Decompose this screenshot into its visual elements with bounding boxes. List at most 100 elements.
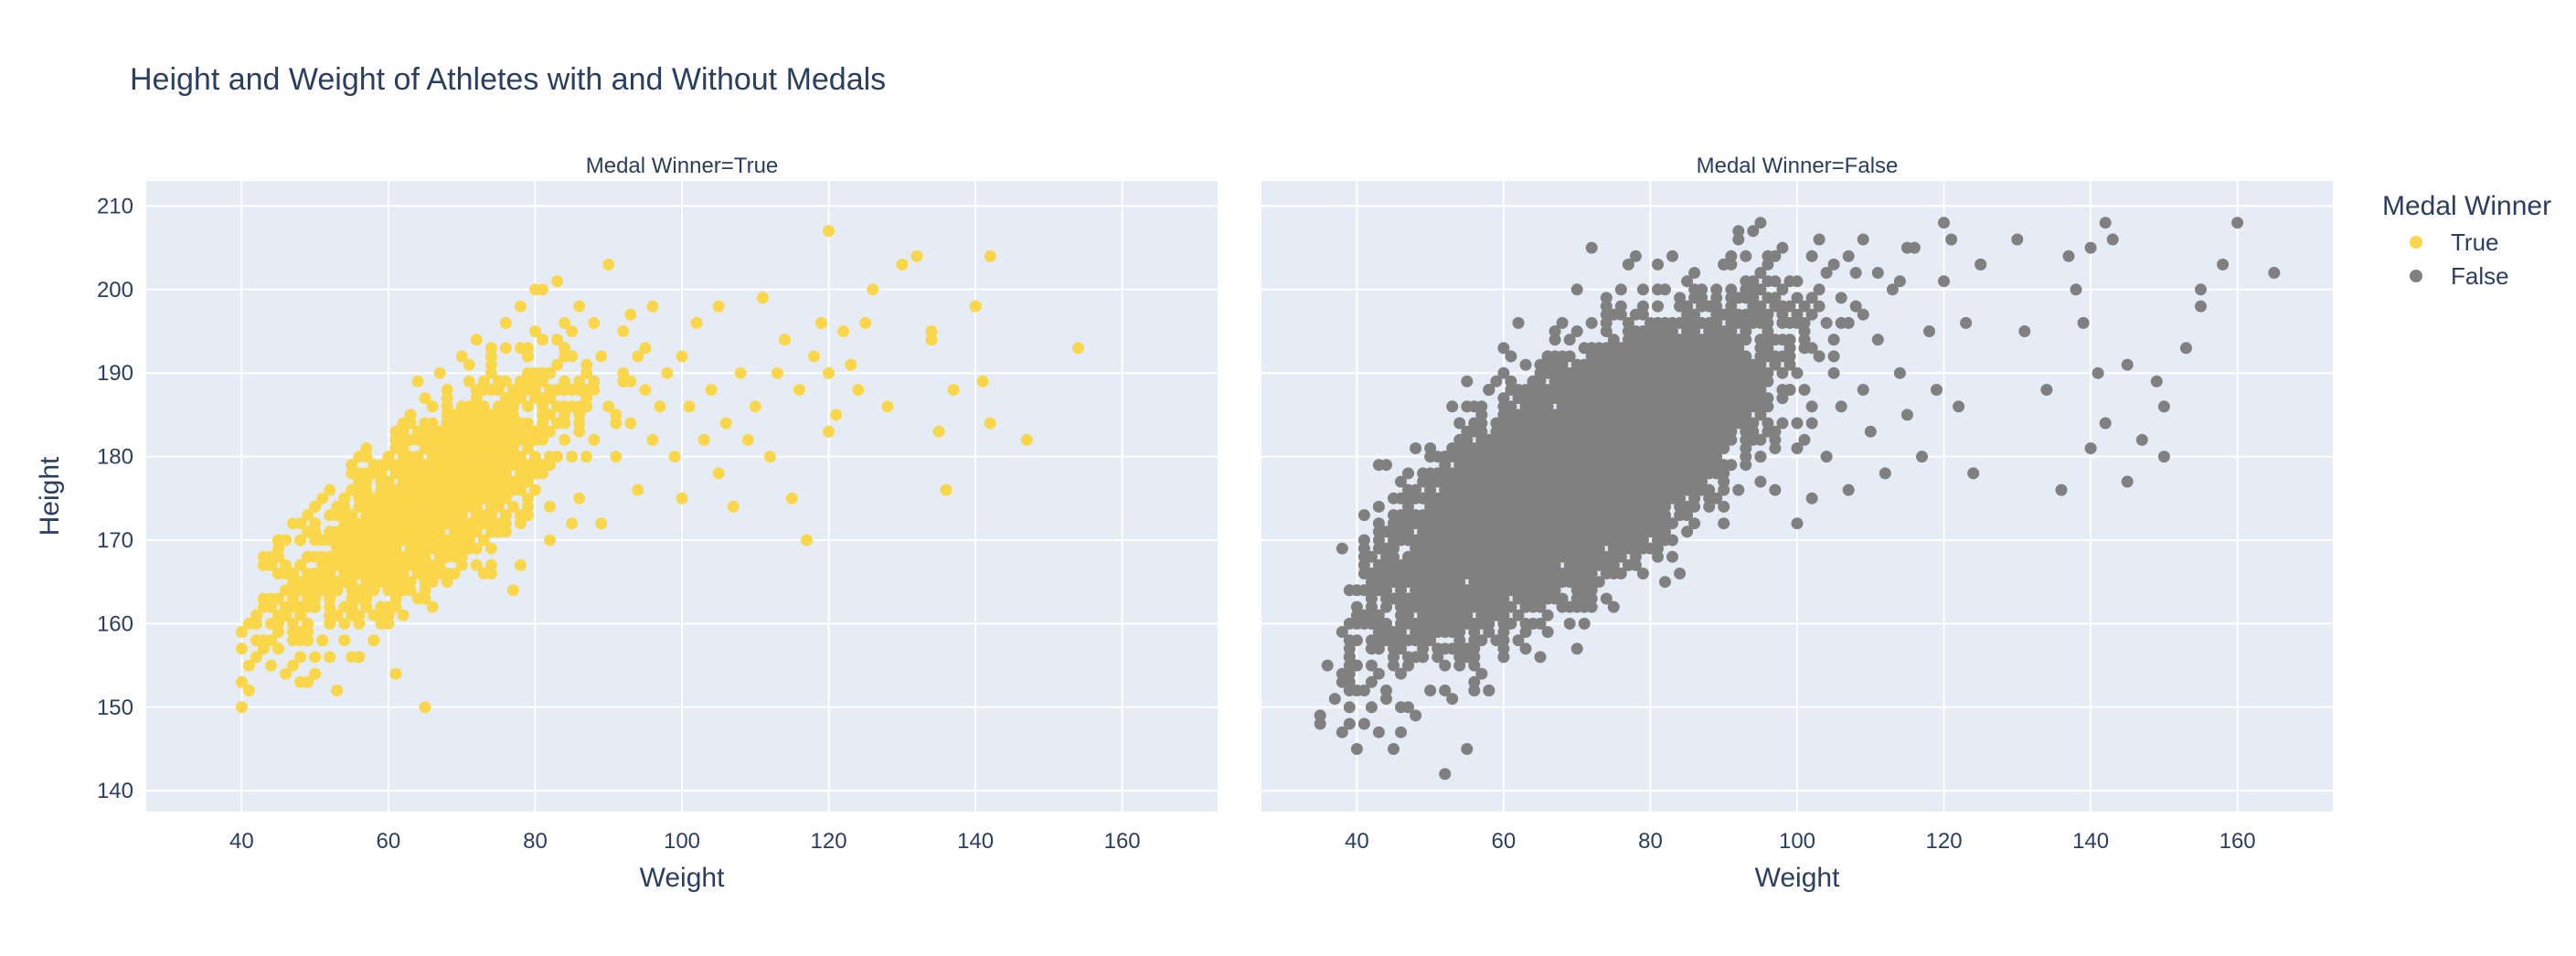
y-tick-200: 200	[97, 278, 133, 303]
point-right-1373	[1556, 592, 1569, 605]
point-right-874	[1659, 392, 1671, 405]
point-left-177	[463, 375, 475, 388]
point-right-841	[1380, 584, 1392, 597]
x-tick-60-left: 60	[377, 829, 401, 854]
point-right-1480	[1519, 409, 1532, 421]
point-right-1031	[1497, 609, 1510, 621]
point-left-644	[272, 643, 284, 655]
point-left-577	[419, 584, 431, 597]
point-left-507	[346, 459, 358, 472]
point-right-350	[1805, 250, 1818, 262]
point-right-1012	[1600, 358, 1613, 371]
point-right-1349	[1497, 442, 1510, 454]
point-right-1337	[1461, 459, 1474, 472]
point-right-708	[1468, 483, 1481, 496]
point-right-359	[1556, 417, 1569, 430]
point-left-649	[280, 609, 292, 621]
point-left-770	[756, 292, 769, 304]
point-right-1276	[1652, 534, 1664, 547]
point-right-1570	[1718, 258, 1730, 271]
point-right-1482	[1710, 451, 1723, 463]
point-right-1119	[1475, 667, 1488, 680]
point-right-1478	[1636, 542, 1649, 555]
point-left-355	[346, 584, 358, 597]
point-right-1427	[1703, 409, 1716, 421]
point-right-1401	[1446, 442, 1459, 454]
point-right-1614	[2077, 316, 2090, 329]
point-right-1311	[1629, 308, 1642, 321]
point-left-68	[521, 400, 534, 413]
point-left-255	[397, 526, 410, 538]
legend: Medal Winner True False	[2382, 191, 2551, 290]
point-left-475	[404, 509, 417, 522]
point-right-1366	[1417, 467, 1430, 480]
point-left-429	[389, 509, 402, 522]
point-right-1144	[1585, 550, 1598, 563]
point-right-1217	[1549, 375, 1561, 388]
point-right-1250	[1857, 308, 1869, 321]
point-right-1269	[1740, 442, 1752, 454]
point-left-441	[573, 425, 586, 438]
point-left-684	[389, 592, 402, 605]
point-left-599	[529, 451, 541, 463]
point-right-441	[1614, 451, 1627, 463]
point-right-1054	[1556, 358, 1569, 371]
point-right-1560	[1645, 451, 1656, 463]
point-right-1058	[1607, 442, 1620, 454]
point-right-1202	[1607, 542, 1620, 555]
point-left-436	[382, 617, 395, 630]
point-right-223	[1446, 550, 1459, 563]
point-left-767	[734, 366, 747, 379]
point-left-651	[287, 576, 299, 589]
point-right-746	[1556, 526, 1569, 538]
point-right-726	[1718, 475, 1730, 488]
point-right-609	[1710, 283, 1723, 296]
point-right-629	[1468, 634, 1481, 647]
point-right-1235	[1497, 459, 1510, 472]
point-right-900	[1497, 526, 1510, 538]
point-right-502	[1688, 342, 1701, 355]
point-left-685	[389, 492, 402, 505]
x-tick-40-left: 40	[229, 829, 254, 854]
point-left-723	[529, 467, 541, 480]
point-right-786	[1666, 417, 1678, 430]
point-left-174	[455, 433, 468, 446]
point-left-669	[338, 550, 351, 563]
point-left-149	[521, 492, 534, 505]
point-right-1429	[1475, 459, 1488, 472]
point-right-1106	[1388, 568, 1400, 579]
point-left-579	[433, 492, 446, 505]
point-right-546	[1688, 267, 1701, 279]
point-right-1546	[1549, 451, 1561, 463]
point-right-793	[1549, 576, 1561, 589]
point-right-1534	[1483, 685, 1496, 696]
point-right-1213	[1505, 400, 1517, 413]
point-right-1153	[1417, 517, 1430, 530]
point-right-1324	[1497, 576, 1510, 589]
legend-item-true[interactable]: True	[2410, 228, 2499, 256]
point-right-453	[1350, 600, 1363, 613]
point-right-1376	[1556, 568, 1569, 579]
point-right-1123	[1813, 233, 1826, 246]
point-right-1110	[1556, 542, 1569, 555]
point-right-505	[1600, 451, 1613, 463]
point-left-760	[690, 316, 703, 329]
point-right-1336	[1769, 350, 1782, 363]
point-right-1198	[1432, 517, 1444, 530]
point-right-1007	[1585, 584, 1598, 597]
point-left-729	[551, 417, 563, 430]
point-right-1600	[1938, 275, 1950, 288]
point-right-476	[1343, 717, 1356, 730]
point-left-296	[529, 375, 541, 388]
point-left-646	[272, 568, 284, 579]
point-right-748	[1395, 726, 1407, 738]
point-left-691	[411, 375, 424, 388]
point-right-1045	[1600, 316, 1613, 329]
point-right-1236	[1666, 492, 1678, 505]
point-left-426	[360, 517, 373, 530]
point-left-263	[389, 517, 402, 530]
legend-item-false[interactable]: False	[2410, 262, 2509, 290]
point-right-1549	[1570, 366, 1583, 379]
point-right-630	[1681, 384, 1694, 396]
point-left-470	[426, 517, 439, 530]
